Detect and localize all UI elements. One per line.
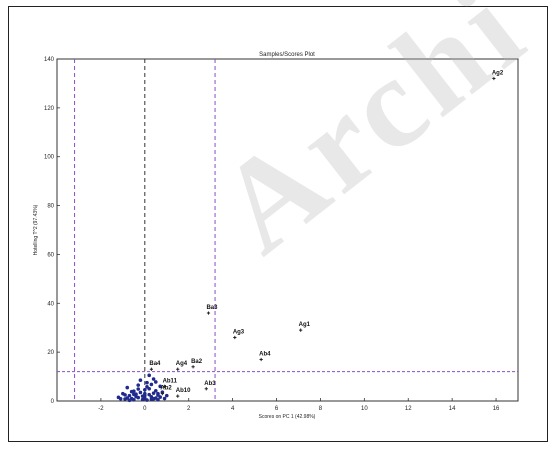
labeled-point-marker [162,384,167,388]
sample-point [138,378,143,383]
labeled-point-marker [299,328,303,332]
sample-point [158,395,162,399]
y-tick-label: 80 [47,204,54,210]
reference-lines [57,59,518,401]
labeled-point-label: Ag1 [299,322,311,328]
sample-point [138,390,143,395]
sample-point [118,397,123,401]
y-tick-label: 60 [47,252,54,258]
sample-point [136,387,141,391]
labeled-point-marker [149,367,153,371]
x-tick-label: 6 [275,406,279,412]
y-tick-label: 0 [51,399,55,405]
sample-point [156,397,160,402]
sample-point [143,393,147,398]
y-tick-label: 20 [47,350,54,356]
labeled-point-label: Ab2 [160,386,172,392]
labeled-point-marker [176,367,180,371]
x-axis-title: Scores on PC 1 (42.98%) [259,414,316,420]
labeled-point-label: Ab11 [163,378,178,384]
sample-point [132,392,136,397]
labeled-point-label: Ba4 [149,361,161,367]
labeled-point-label: Ba3 [206,305,218,311]
y-axis-ticks: 0 20 40 60 80 100 120 140 [44,57,60,405]
sample-point [153,388,158,393]
x-tick-label: 14 [449,406,456,412]
sample-point [145,398,149,402]
sample-point [158,384,162,389]
labeled-samples: Ag2 Ba3 Ag1 Ag3 Ab4 Ba4 Ag4 Ba2 Ab3 Ab11 Ab10 Ab2 [149,71,504,398]
sample-point [136,383,141,387]
labeled-point-marker [191,365,195,369]
sample-point [127,398,132,403]
labeled-point-marker [206,311,211,315]
x-tick-label: 10 [361,406,368,412]
x-tick-label: 2 [187,406,191,412]
labeled-point-marker [259,357,263,362]
labeled-point-marker [492,76,496,81]
x-axis-ticks: -2 0 2 4 6 8 10 12 14 16 [98,398,500,412]
y-tick-label: 140 [44,57,55,63]
figure-frame [8,6,548,442]
sample-point [145,385,149,389]
y-tick-label: 100 [44,155,55,161]
labeled-point-label: Ab4 [259,351,271,357]
x-tick-label: 4 [231,406,235,412]
axes-box [56,58,519,402]
sample-point [147,392,151,397]
y-tick-label: 40 [47,301,54,307]
sample-point [151,377,156,381]
sample-point [162,396,167,401]
y-axis-title: Hotelling T^2 (97.43%) [33,204,39,255]
sample-point [151,391,156,395]
sample-point [145,380,149,385]
sample-cluster [116,373,169,403]
sample-point [164,393,169,398]
sample-point [132,397,136,402]
labeled-point-marker [176,394,180,398]
labeled-point-label: Ag2 [492,71,504,77]
sample-point [127,393,132,398]
labeled-point-label: Ag4 [176,361,188,367]
sample-point [153,380,158,384]
sample-point [129,389,134,394]
y-tick-label: 120 [44,106,55,112]
sample-point [123,393,127,397]
labeled-point-marker [160,392,164,396]
x-tick-label: 16 [493,406,500,412]
labeled-point-label: Ab3 [204,381,216,387]
x-tick-label: 0 [143,406,147,412]
sample-point [149,382,154,387]
x-tick-label: 12 [405,406,412,412]
labeled-point-label: Ba2 [191,359,203,365]
sample-point [125,396,130,400]
sample-point [147,373,151,378]
sample-point [143,387,147,392]
sample-point [156,391,160,396]
sample-point [125,385,130,390]
x-tick-label: -2 [98,406,104,412]
sample-point [134,394,138,399]
x-tick-label: 8 [319,406,323,412]
labeled-point-label: Ab10 [176,388,191,394]
sample-point [151,397,156,401]
labeled-point-marker [233,335,237,340]
labeled-point-marker [204,387,208,391]
chart-title: Samples/Scores Plot [259,52,315,58]
labeled-point-label: Ag3 [233,329,245,335]
